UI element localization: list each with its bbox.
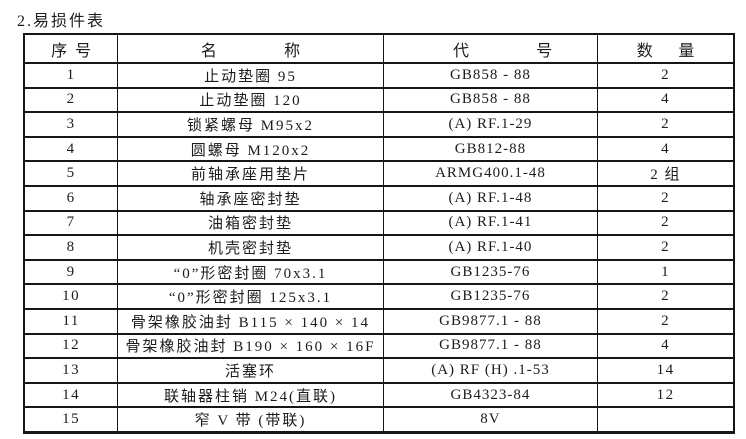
cell-part-name: “0”形密封圈 70x3.1 <box>117 258 384 286</box>
wear-parts-table: 序号 名称 代号 数量 1 止动垫圈 95 GB858 - 88 2 2 止动垫… <box>23 33 735 434</box>
cell-quantity: 4 <box>597 135 735 163</box>
cell-serial-number: 10 <box>23 283 119 310</box>
cell-serial-number: 5 <box>23 160 119 187</box>
cell-part-code: (A) RF.1-29 <box>382 111 599 138</box>
cell-serial-number: 6 <box>23 184 119 212</box>
column-header-serial: 序号 <box>23 33 119 64</box>
cell-quantity: 2 <box>597 111 735 138</box>
cell-part-name: 机壳密封垫 <box>117 234 384 261</box>
table-header-row: 序号 名称 代号 数量 <box>23 33 735 64</box>
cell-quantity <box>597 406 735 434</box>
table-row: 4 圆螺母 M120x2 GB812-88 4 <box>23 135 735 163</box>
table-row: 2 止动垫圈 120 GB858 - 88 4 <box>23 86 735 114</box>
cell-part-code: ARMG400.1-48 <box>382 160 599 187</box>
table-row: 12 骨架橡胶油封 B190 × 160 × 16F GB9877.1 - 88… <box>23 332 735 360</box>
cell-part-name: 止动垫圈 120 <box>117 86 384 114</box>
cell-part-code: GB858 - 88 <box>382 62 599 89</box>
cell-part-name: 锁紧螺母 M95x2 <box>117 111 384 138</box>
cell-part-code: (A) RF.1-41 <box>382 209 599 237</box>
cell-serial-number: 3 <box>23 111 119 138</box>
table-row: 15 窄 V 带 (带联) 8V <box>23 406 735 434</box>
cell-part-code: GB9877.1 - 88 <box>382 307 599 335</box>
cell-serial-number: 7 <box>23 209 119 237</box>
cell-quantity: 2 <box>597 209 735 237</box>
cell-part-name: 轴承座密封垫 <box>117 184 384 212</box>
cell-part-name: 圆螺母 M120x2 <box>117 135 384 163</box>
cell-part-code: (A) RF.1-48 <box>382 184 599 212</box>
table-row: 3 锁紧螺母 M95x2 (A) RF.1-29 2 <box>23 111 735 138</box>
cell-part-code: GB9877.1 - 88 <box>382 332 599 360</box>
cell-serial-number: 12 <box>23 332 119 360</box>
cell-serial-number: 2 <box>23 86 119 114</box>
cell-quantity: 2 <box>597 62 735 89</box>
cell-serial-number: 11 <box>23 307 119 335</box>
cell-part-name: “0”形密封圈 125x3.1 <box>117 283 384 310</box>
cell-quantity: 2 组 <box>597 160 735 187</box>
cell-quantity: 2 <box>597 184 735 212</box>
table-row: 10 “0”形密封圈 125x3.1 GB1235-76 2 <box>23 283 735 310</box>
column-header-code: 代号 <box>382 33 599 64</box>
table-row: 7 油箱密封垫 (A) RF.1-41 2 <box>23 209 735 237</box>
cell-serial-number: 1 <box>23 62 119 89</box>
cell-quantity: 2 <box>597 234 735 261</box>
page-title: 2.易损件表 <box>17 13 106 30</box>
cell-serial-number: 9 <box>23 258 119 286</box>
column-header-quantity: 数量 <box>597 33 735 64</box>
cell-quantity: 1 <box>597 258 735 286</box>
cell-quantity: 4 <box>597 86 735 114</box>
cell-part-name: 骨架橡胶油封 B190 × 160 × 16F <box>117 332 384 360</box>
cell-part-code: (A) RF (H) .1-53 <box>382 357 599 384</box>
cell-quantity: 2 <box>597 307 735 335</box>
table-row: 6 轴承座密封垫 (A) RF.1-48 2 <box>23 184 735 212</box>
cell-serial-number: 8 <box>23 234 119 261</box>
cell-part-name: 窄 V 带 (带联) <box>117 406 384 434</box>
cell-part-code: GB1235-76 <box>382 283 599 310</box>
cell-serial-number: 13 <box>23 357 119 384</box>
cell-part-name: 止动垫圈 95 <box>117 62 384 89</box>
cell-quantity: 12 <box>597 381 735 409</box>
cell-part-name: 联轴器柱销 M24(直联) <box>117 381 384 409</box>
cell-quantity: 4 <box>597 332 735 360</box>
table-row: 8 机壳密封垫 (A) RF.1-40 2 <box>23 234 735 261</box>
table-row: 13 活塞环 (A) RF (H) .1-53 14 <box>23 357 735 384</box>
cell-part-name: 前轴承座用垫片 <box>117 160 384 187</box>
table-row: 14 联轴器柱销 M24(直联) GB4323-84 12 <box>23 381 735 409</box>
table-row: 1 止动垫圈 95 GB858 - 88 2 <box>23 62 735 89</box>
cell-part-code: (A) RF.1-40 <box>382 234 599 261</box>
cell-quantity: 2 <box>597 283 735 310</box>
cell-quantity: 14 <box>597 357 735 384</box>
cell-part-code: GB4323-84 <box>382 381 599 409</box>
table-row: 11 骨架橡胶油封 B115 × 140 × 14 GB9877.1 - 88 … <box>23 307 735 335</box>
column-header-name: 名称 <box>117 33 384 64</box>
table-row: 9 “0”形密封圈 70x3.1 GB1235-76 1 <box>23 258 735 286</box>
cell-part-name: 活塞环 <box>117 357 384 384</box>
cell-part-code: GB812-88 <box>382 135 599 163</box>
cell-part-name: 油箱密封垫 <box>117 209 384 237</box>
cell-part-code: 8V <box>382 406 599 434</box>
cell-part-name: 骨架橡胶油封 B115 × 140 × 14 <box>117 307 384 335</box>
cell-part-code: GB858 - 88 <box>382 86 599 114</box>
cell-part-code: GB1235-76 <box>382 258 599 286</box>
cell-serial-number: 4 <box>23 135 119 163</box>
cell-serial-number: 14 <box>23 381 119 409</box>
table-row: 5 前轴承座用垫片 ARMG400.1-48 2 组 <box>23 160 735 187</box>
cell-serial-number: 15 <box>23 406 119 434</box>
